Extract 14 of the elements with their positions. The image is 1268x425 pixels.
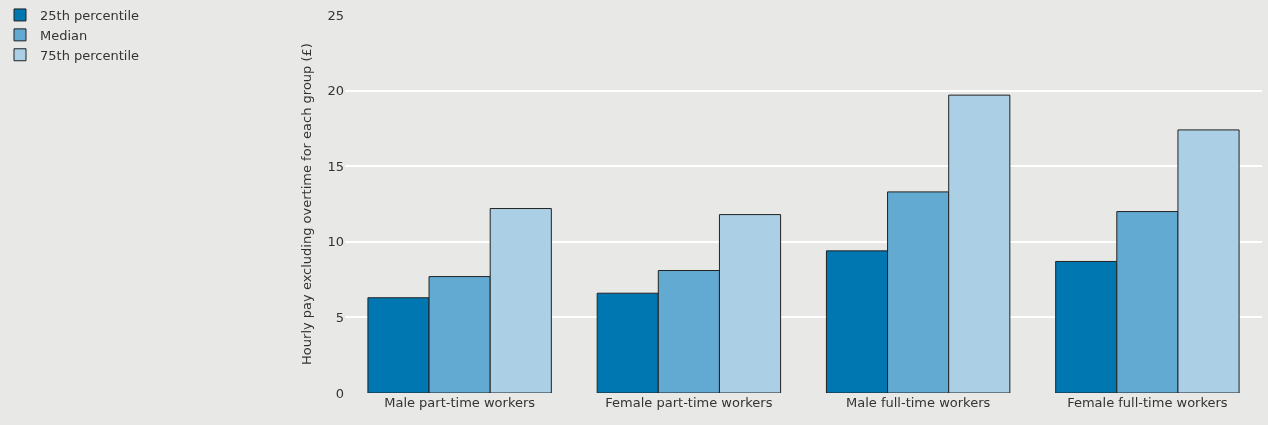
legend-label: Median	[40, 27, 88, 43]
x-tick-label: Male full-time workers	[845, 395, 991, 410]
y-tick-label: 10	[327, 234, 344, 250]
x-tick-label: Female full-time workers	[1067, 395, 1228, 410]
y-tick-label: 0	[335, 385, 344, 401]
y-tick-label: 5	[335, 309, 344, 325]
x-tick-label: Male part-time workers	[384, 395, 536, 410]
legend-label: 75th percentile	[40, 47, 140, 63]
legend-label: 25th percentile	[40, 8, 140, 24]
y-tick-label: 20	[327, 83, 344, 99]
x-tick-label: Female part-time workers	[605, 395, 773, 410]
y-tick-label: 15	[327, 158, 344, 174]
y-axis-title: Hourly pay excluding overtime for each group (£)	[299, 43, 315, 365]
y-tick-label: 25	[327, 7, 344, 23]
